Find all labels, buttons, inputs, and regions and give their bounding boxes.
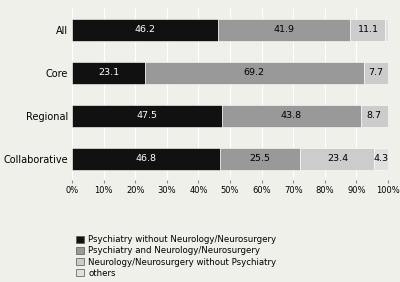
Text: 41.9: 41.9: [274, 25, 295, 34]
Bar: [374, 148, 388, 170]
Bar: [72, 62, 145, 84]
Text: 69.2: 69.2: [244, 69, 265, 78]
Text: 4.3: 4.3: [374, 155, 389, 164]
Bar: [220, 148, 300, 170]
Bar: [350, 19, 386, 41]
Text: 43.8: 43.8: [281, 111, 302, 120]
Bar: [72, 19, 218, 41]
Text: 7.7: 7.7: [368, 69, 383, 78]
Bar: [364, 62, 388, 84]
Text: 47.5: 47.5: [136, 111, 158, 120]
Bar: [72, 105, 222, 127]
Text: 11.1: 11.1: [358, 25, 378, 34]
Bar: [145, 62, 364, 84]
Text: 46.8: 46.8: [136, 155, 156, 164]
Bar: [218, 19, 350, 41]
Text: 46.2: 46.2: [134, 25, 156, 34]
Legend: Psychiatry without Neurology/Neurosurgery, Psychiatry and Neurology/Neurosurgery: Psychiatry without Neurology/Neurosurger…: [76, 235, 276, 278]
Text: 8.7: 8.7: [367, 111, 382, 120]
Text: 23.1: 23.1: [98, 69, 119, 78]
Text: 25.5: 25.5: [250, 155, 271, 164]
Bar: [360, 105, 388, 127]
Bar: [386, 19, 388, 41]
Bar: [222, 105, 360, 127]
Text: 23.4: 23.4: [327, 155, 348, 164]
Bar: [300, 148, 374, 170]
Bar: [72, 148, 220, 170]
